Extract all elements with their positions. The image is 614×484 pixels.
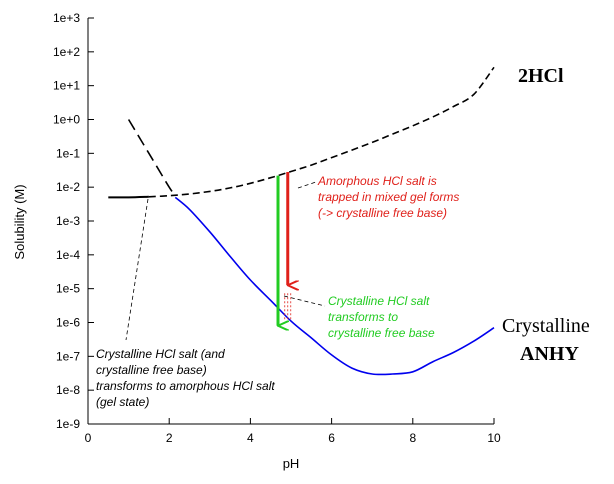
series-line-2hcl-acid-branch [127,119,174,193]
x-tick-label: 2 [166,431,173,445]
annotation-red: Amorphous HCl salt is trapped in mixed g… [317,174,459,220]
y-tick-label: 1e-7 [56,349,80,363]
annotation-green: Crystalline HCl salt transforms to cryst… [328,294,435,340]
annotation-connectors [125,181,326,341]
y-tick-label: 1e+3 [53,11,80,25]
series-line-anhy [174,196,495,376]
y-tick-label: 1e-2 [56,180,80,194]
x-ticks: 0 2 4 6 8 10 [85,418,501,445]
y-ticks: 1e-9 1e-8 1e-7 1e-6 1e-5 1e-4 1e-3 1e-2 1e-1 1e+0… [53,11,94,431]
annotation-black-line-3: transforms to amorphous HCl salt [96,379,275,393]
annotation-black-line-4: (gel state) [96,395,149,409]
black-connector-1 [125,198,149,341]
x-tick-label: 0 [85,431,92,445]
arrow-layer [276,172,291,326]
x-tick-label: 6 [328,431,335,445]
annotation-red-line-3: (-> crystalline free base) [318,206,447,220]
y-tick-label: 1e+2 [53,45,80,59]
y-tick-label: 1e+1 [53,79,80,93]
series-layer [108,66,495,376]
series-label-anhy-line-2: ANHY [520,343,579,365]
y-tick-label: 1e-1 [56,146,80,160]
red-connector [297,181,317,189]
green-connector [283,295,326,307]
y-tick-label: 1e-8 [56,383,80,397]
y-tick-label: 1e-9 [56,417,80,431]
y-tick-label: 1e+0 [53,113,80,127]
annotation-black-line-1: Crystalline HCl salt (and [96,347,225,361]
y-tick-label: 1e-5 [56,282,80,296]
series-line-2hcl-dashed [148,66,495,198]
annotation-green-line-2: transforms to [328,310,398,324]
series-label-anhy-line-1: Crystalline [502,315,590,337]
annotation-red-line-1: Amorphous HCl salt is [317,174,437,188]
y-axis-label: Solubility (M) [12,184,27,259]
x-tick-label: 10 [487,431,501,445]
annotation-red-line-2: trapped in mixed gel forms [318,190,459,204]
annotation-green-line-3: crystalline free base [328,326,435,340]
annotation-black-line-2: crystalline free base) [96,363,207,377]
y-tick-label: 1e-6 [56,316,80,330]
x-axis-label: pH [283,456,300,471]
y-tick-label: 1e-4 [56,248,80,262]
x-tick-label: 4 [247,431,254,445]
annotation-green-line-1: Crystalline HCl salt [328,294,430,308]
annotation-black: Crystalline HCl salt (and crystalline fr… [96,347,275,409]
series-line-2hcl-solid [108,195,149,199]
y-tick-label: 1e-3 [56,214,80,228]
x-tick-label: 8 [409,431,416,445]
series-label-2hcl: 2HCl [518,65,564,87]
